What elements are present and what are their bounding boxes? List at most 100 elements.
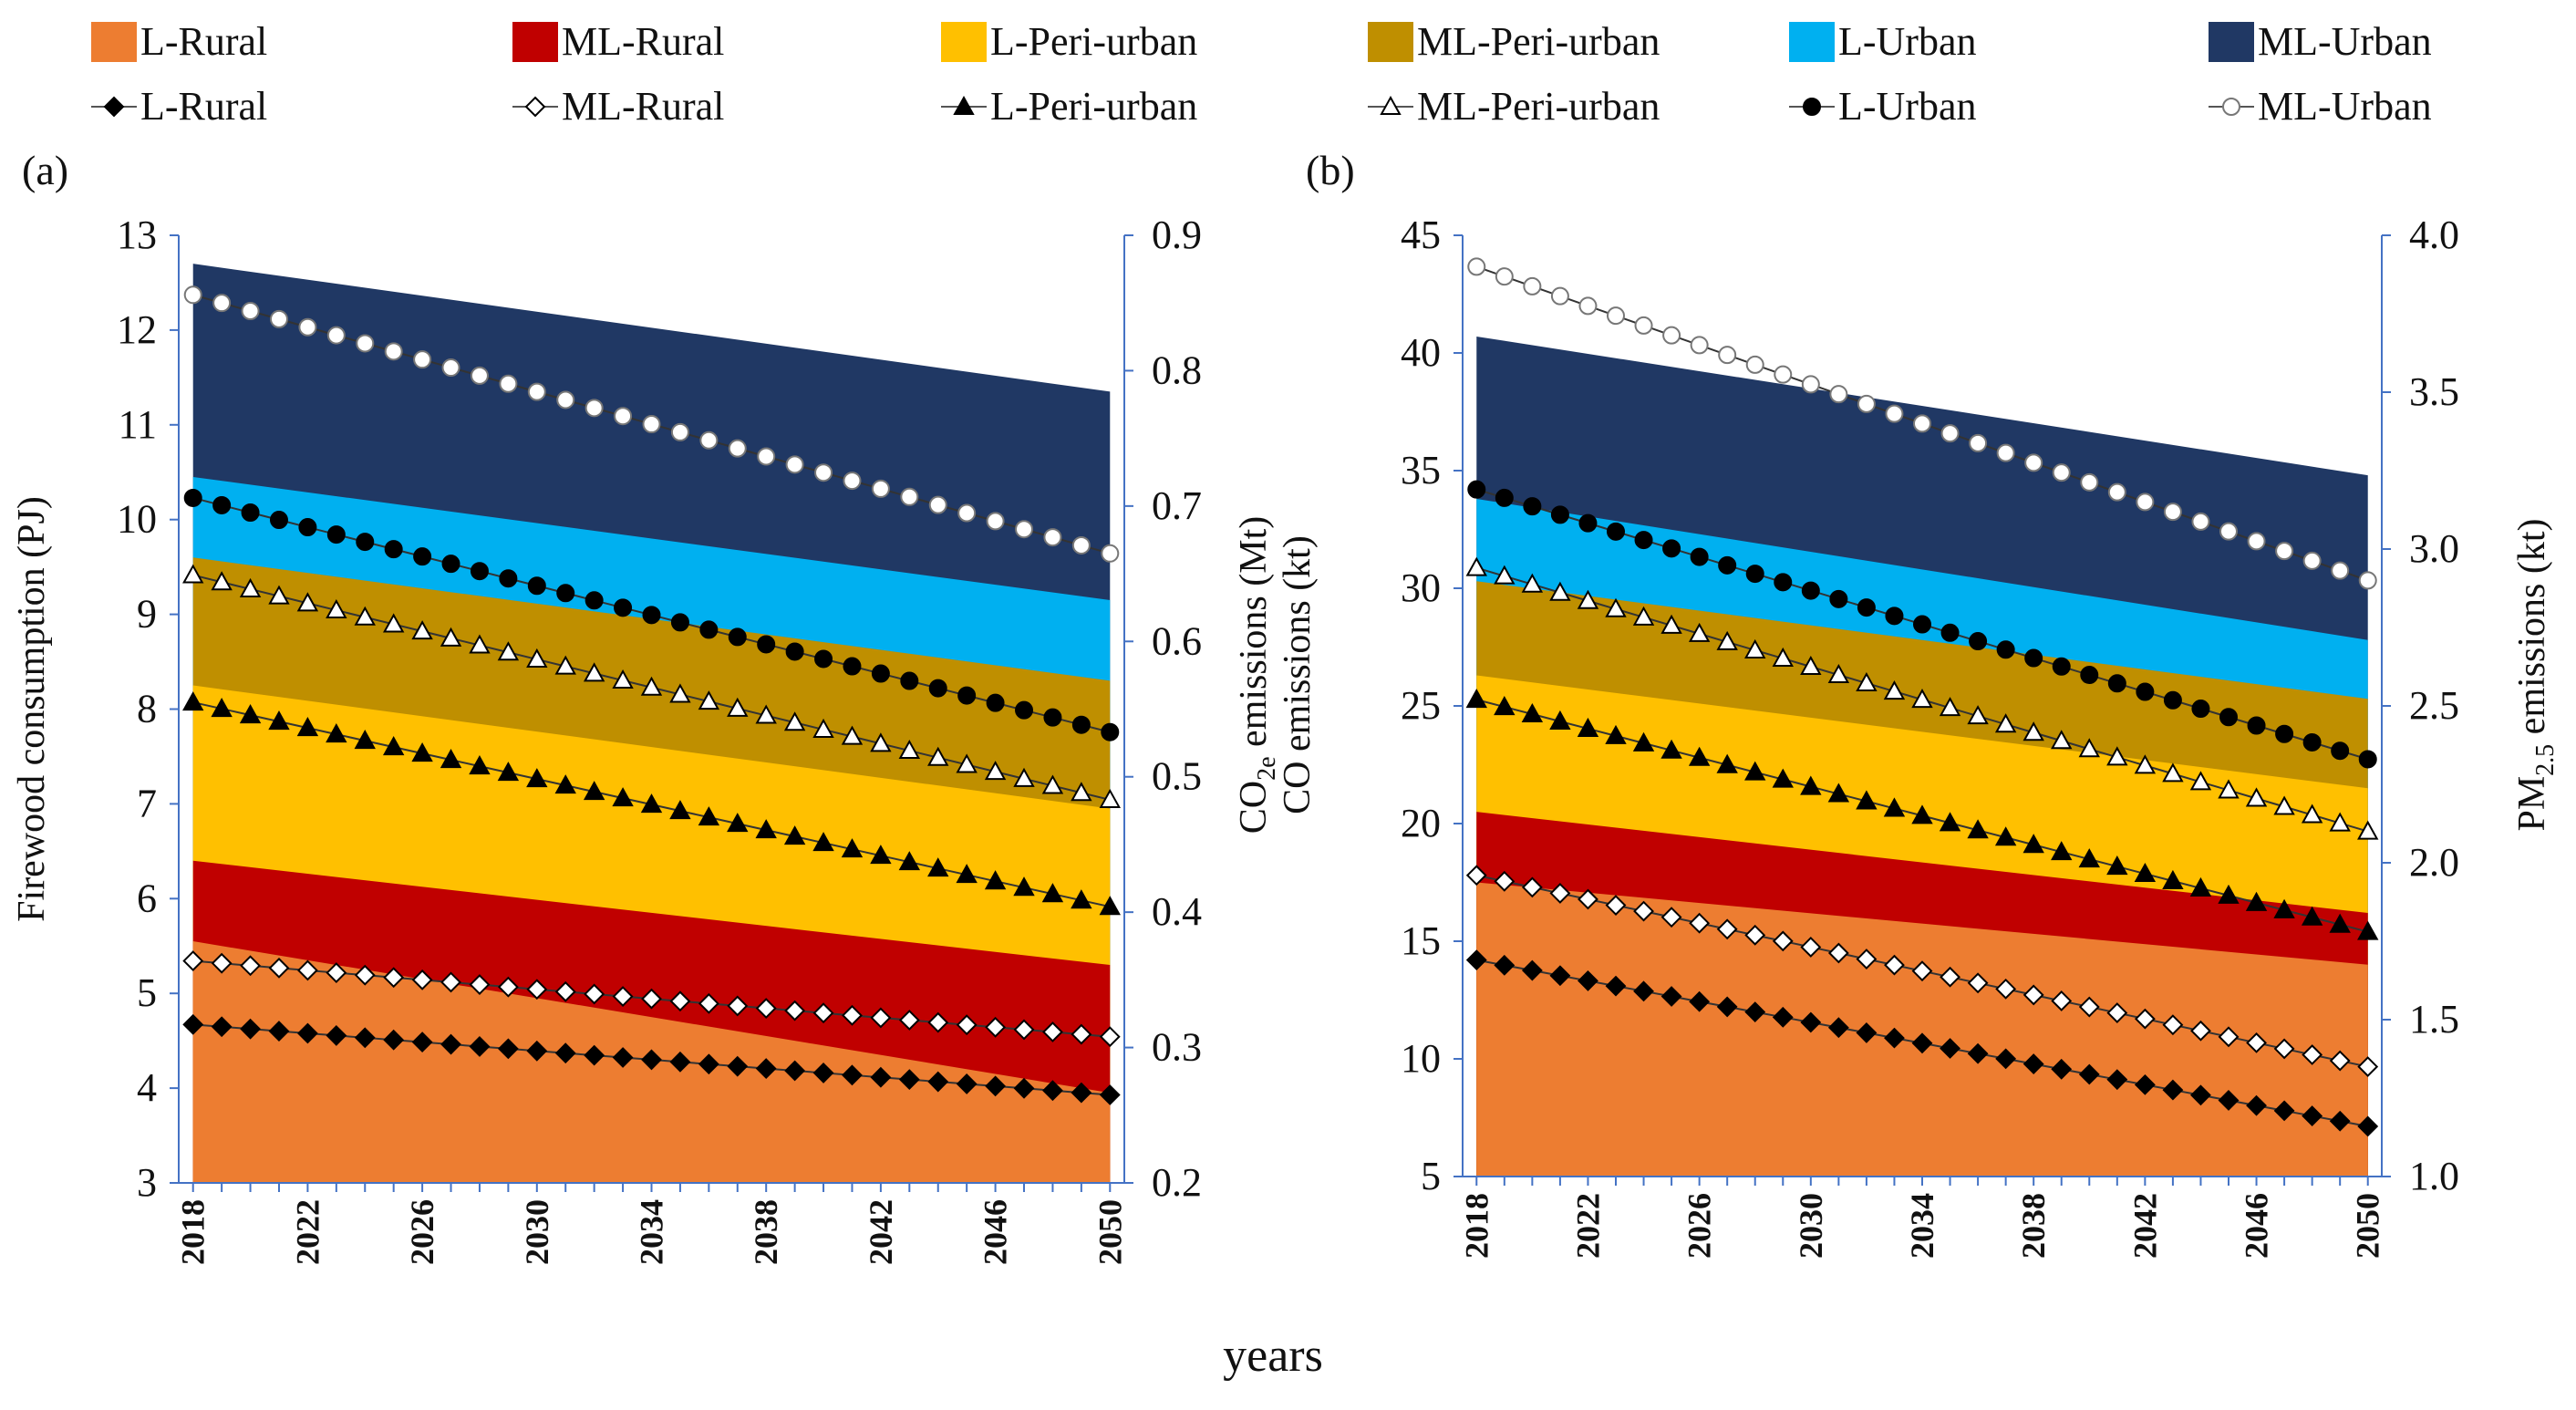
- a-data-point-ml-peri-urban: [984, 761, 1007, 781]
- b-data-point-l-rural: [2302, 1105, 2323, 1126]
- a-data-point-l-urban: [269, 511, 288, 530]
- a-x-tick-label: 2046: [978, 1199, 1014, 1265]
- b-data-point-l-peri-urban: [1911, 804, 1933, 824]
- b-data-point-l-rural: [1827, 1017, 1849, 1039]
- a-data-point-ml-rural: [411, 969, 433, 990]
- a-data-point-l-rural: [469, 1036, 491, 1057]
- a-data-point-ml-peri-urban: [1099, 788, 1121, 808]
- a-data-point-ml-rural: [469, 974, 491, 995]
- a-data-point-l-urban: [785, 642, 804, 661]
- a-y-tick-label: 10: [117, 497, 157, 542]
- a-data-point-ml-peri-urban: [382, 613, 405, 633]
- b-data-point-l-peri-urban: [1744, 761, 1766, 781]
- b-data-point-l-urban: [1885, 607, 1904, 626]
- b-data-point-l-peri-urban: [1549, 710, 1571, 730]
- b-data-point-ml-urban: [1523, 276, 1542, 295]
- a-data-point-l-peri-urban: [296, 717, 319, 737]
- a-data-point-l-urban: [699, 620, 719, 639]
- a-y2-axis-title-sub: 2e: [1253, 756, 1281, 780]
- a-data-point-l-peri-urban: [1099, 896, 1121, 916]
- b-data-point-l-urban: [2247, 716, 2266, 735]
- b-data-point-l-rural: [2078, 1063, 2100, 1085]
- a-data-point-ml-urban: [413, 350, 432, 369]
- a-data-point-l-rural: [411, 1032, 433, 1053]
- b-area-l-rural: [1476, 882, 2368, 1177]
- a-data-point-l-rural: [870, 1066, 892, 1088]
- b-data-point-ml-peri-urban: [1883, 680, 1906, 700]
- a-x-tick-label: 2022: [289, 1199, 326, 1265]
- a-data-point-l-urban: [670, 613, 689, 632]
- b-data-point-l-peri-urban: [1994, 826, 2017, 846]
- a-data-point-l-urban: [384, 540, 403, 559]
- b-x-tick-label: 2038: [2015, 1193, 2052, 1259]
- a-data-point-l-rural: [641, 1049, 662, 1071]
- b-y-tick-label: 45: [1401, 213, 1441, 257]
- a-data-point-l-rural: [612, 1047, 634, 1068]
- a-data-point-ml-rural: [1042, 1021, 1063, 1042]
- b-data-point-ml-rural: [1494, 870, 1516, 892]
- legend-line-label-l-urban: L-Urban: [1838, 84, 1977, 129]
- b-data-point-ml-urban: [2163, 503, 2182, 522]
- b-x-tick-label: 2030: [1793, 1193, 1829, 1259]
- b-data-point-ml-peri-urban: [1605, 597, 1627, 617]
- b-data-point-ml-rural: [2134, 1008, 2156, 1030]
- b-data-point-ml-peri-urban: [1911, 689, 1933, 709]
- b-data-point-ml-peri-urban: [2134, 754, 2157, 774]
- b-data-point-ml-peri-urban: [2357, 820, 2379, 840]
- a-data-point-l-urban: [441, 555, 460, 574]
- b-data-point-ml-rural: [2329, 1050, 2351, 1072]
- a-data-point-ml-urban: [814, 463, 833, 482]
- a-data-point-l-urban: [470, 562, 489, 581]
- a-data-point-ml-urban: [183, 285, 202, 305]
- a-data-point-l-urban: [843, 657, 862, 676]
- a-y-tick-label: 7: [137, 781, 157, 825]
- b-data-point-l-urban: [2024, 648, 2043, 668]
- b-data-point-l-urban: [1607, 522, 1625, 541]
- b-data-point-ml-peri-urban: [1827, 663, 1850, 684]
- a-data-point-ml-rural: [985, 1016, 1007, 1038]
- a-data-point-l-urban: [900, 671, 919, 690]
- a-data-point-ml-peri-urban: [812, 718, 834, 738]
- panel-b-chart: 2018 2022 2026 2030 2034 2038 2042 2046 20505101…: [1401, 213, 2560, 1259]
- legend-marker-ml-peri-urban: [1380, 95, 1402, 115]
- a-data-point-ml-peri-urban: [755, 704, 777, 724]
- a-data-point-ml-peri-urban: [182, 564, 204, 584]
- a-data-point-l-rural: [440, 1033, 461, 1055]
- b-data-point-ml-peri-urban: [2301, 803, 2323, 824]
- a-data-point-l-peri-urban: [898, 851, 921, 871]
- b-data-point-ml-urban: [1690, 336, 1709, 355]
- b-data-point-ml-urban: [2275, 542, 2294, 561]
- legend-area-swatch-ml-rural: [512, 22, 558, 62]
- b-y2-axis-title-main: PM: [2511, 776, 2553, 832]
- b-x-tick-label: 2050: [2350, 1193, 2386, 1259]
- a-data-point-l-peri-urban: [554, 774, 576, 794]
- a-data-point-ml-urban: [384, 342, 403, 361]
- a-data-point-ml-rural: [440, 971, 461, 993]
- a-y-tick-label: 6: [137, 876, 157, 920]
- a-data-point-l-peri-urban: [382, 736, 405, 756]
- b-data-point-ml-rural: [1660, 907, 1682, 928]
- a-data-point-ml-urban: [1043, 528, 1062, 547]
- b-data-point-l-urban: [1969, 632, 1988, 651]
- a-data-point-ml-urban: [585, 399, 604, 418]
- b-data-point-ml-urban: [2358, 571, 2377, 590]
- b-data-point-l-urban: [2080, 666, 2099, 685]
- b-data-point-ml-urban: [1774, 365, 1793, 384]
- b-x-tick-label: 2042: [2126, 1193, 2163, 1259]
- a-data-point-l-urban: [527, 576, 546, 596]
- a-data-point-l-urban: [928, 679, 947, 698]
- a-data-point-l-peri-urban: [956, 864, 978, 884]
- b-data-point-l-peri-urban: [1494, 696, 1516, 716]
- b-data-point-l-rural: [1521, 959, 1543, 981]
- b-line-series-ml-urban: [1467, 257, 2377, 590]
- a-data-point-ml-peri-urban: [497, 641, 520, 661]
- legend-marker-l-rural: [103, 96, 125, 118]
- b-data-point-ml-rural: [2078, 996, 2100, 1018]
- b-data-point-ml-rural: [1911, 960, 1933, 982]
- panel-b-y-axis-title-left: CO emissions (kt): [1277, 535, 1319, 814]
- b-data-point-ml-peri-urban: [1939, 697, 1961, 717]
- a-data-point-ml-rural: [526, 979, 548, 1000]
- b-y-tick-label: 25: [1401, 683, 1441, 728]
- b-data-point-ml-urban: [1634, 316, 1653, 335]
- a-data-point-l-urban: [1071, 715, 1091, 734]
